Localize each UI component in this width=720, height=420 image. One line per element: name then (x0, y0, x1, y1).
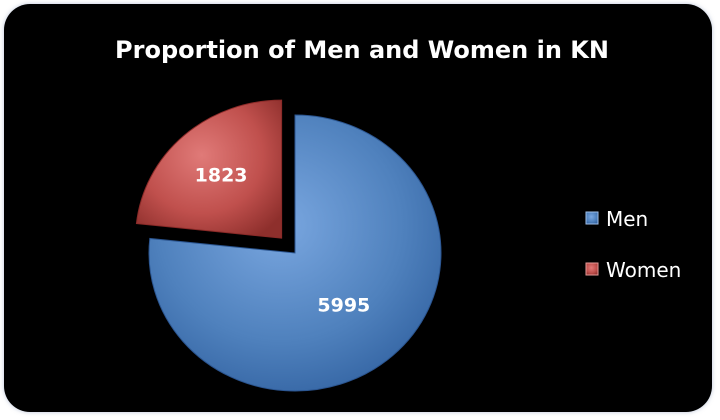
data-label-women: 1823 (195, 165, 248, 187)
chart-title: Proportion of Men and Women in KN (115, 36, 609, 64)
legend-label-men: Men (606, 207, 648, 231)
legend-label-women: Women (606, 258, 681, 282)
pie-slice-women (135, 99, 283, 239)
pie-slice-men (148, 114, 442, 392)
pie-slices (135, 99, 442, 392)
pie-data-labels: 5995 1823 (195, 165, 371, 317)
legend-swatch-men (585, 211, 599, 225)
legend: Men Women (585, 207, 681, 282)
legend-swatch-women (585, 262, 599, 276)
data-label-men: 5995 (317, 294, 370, 316)
